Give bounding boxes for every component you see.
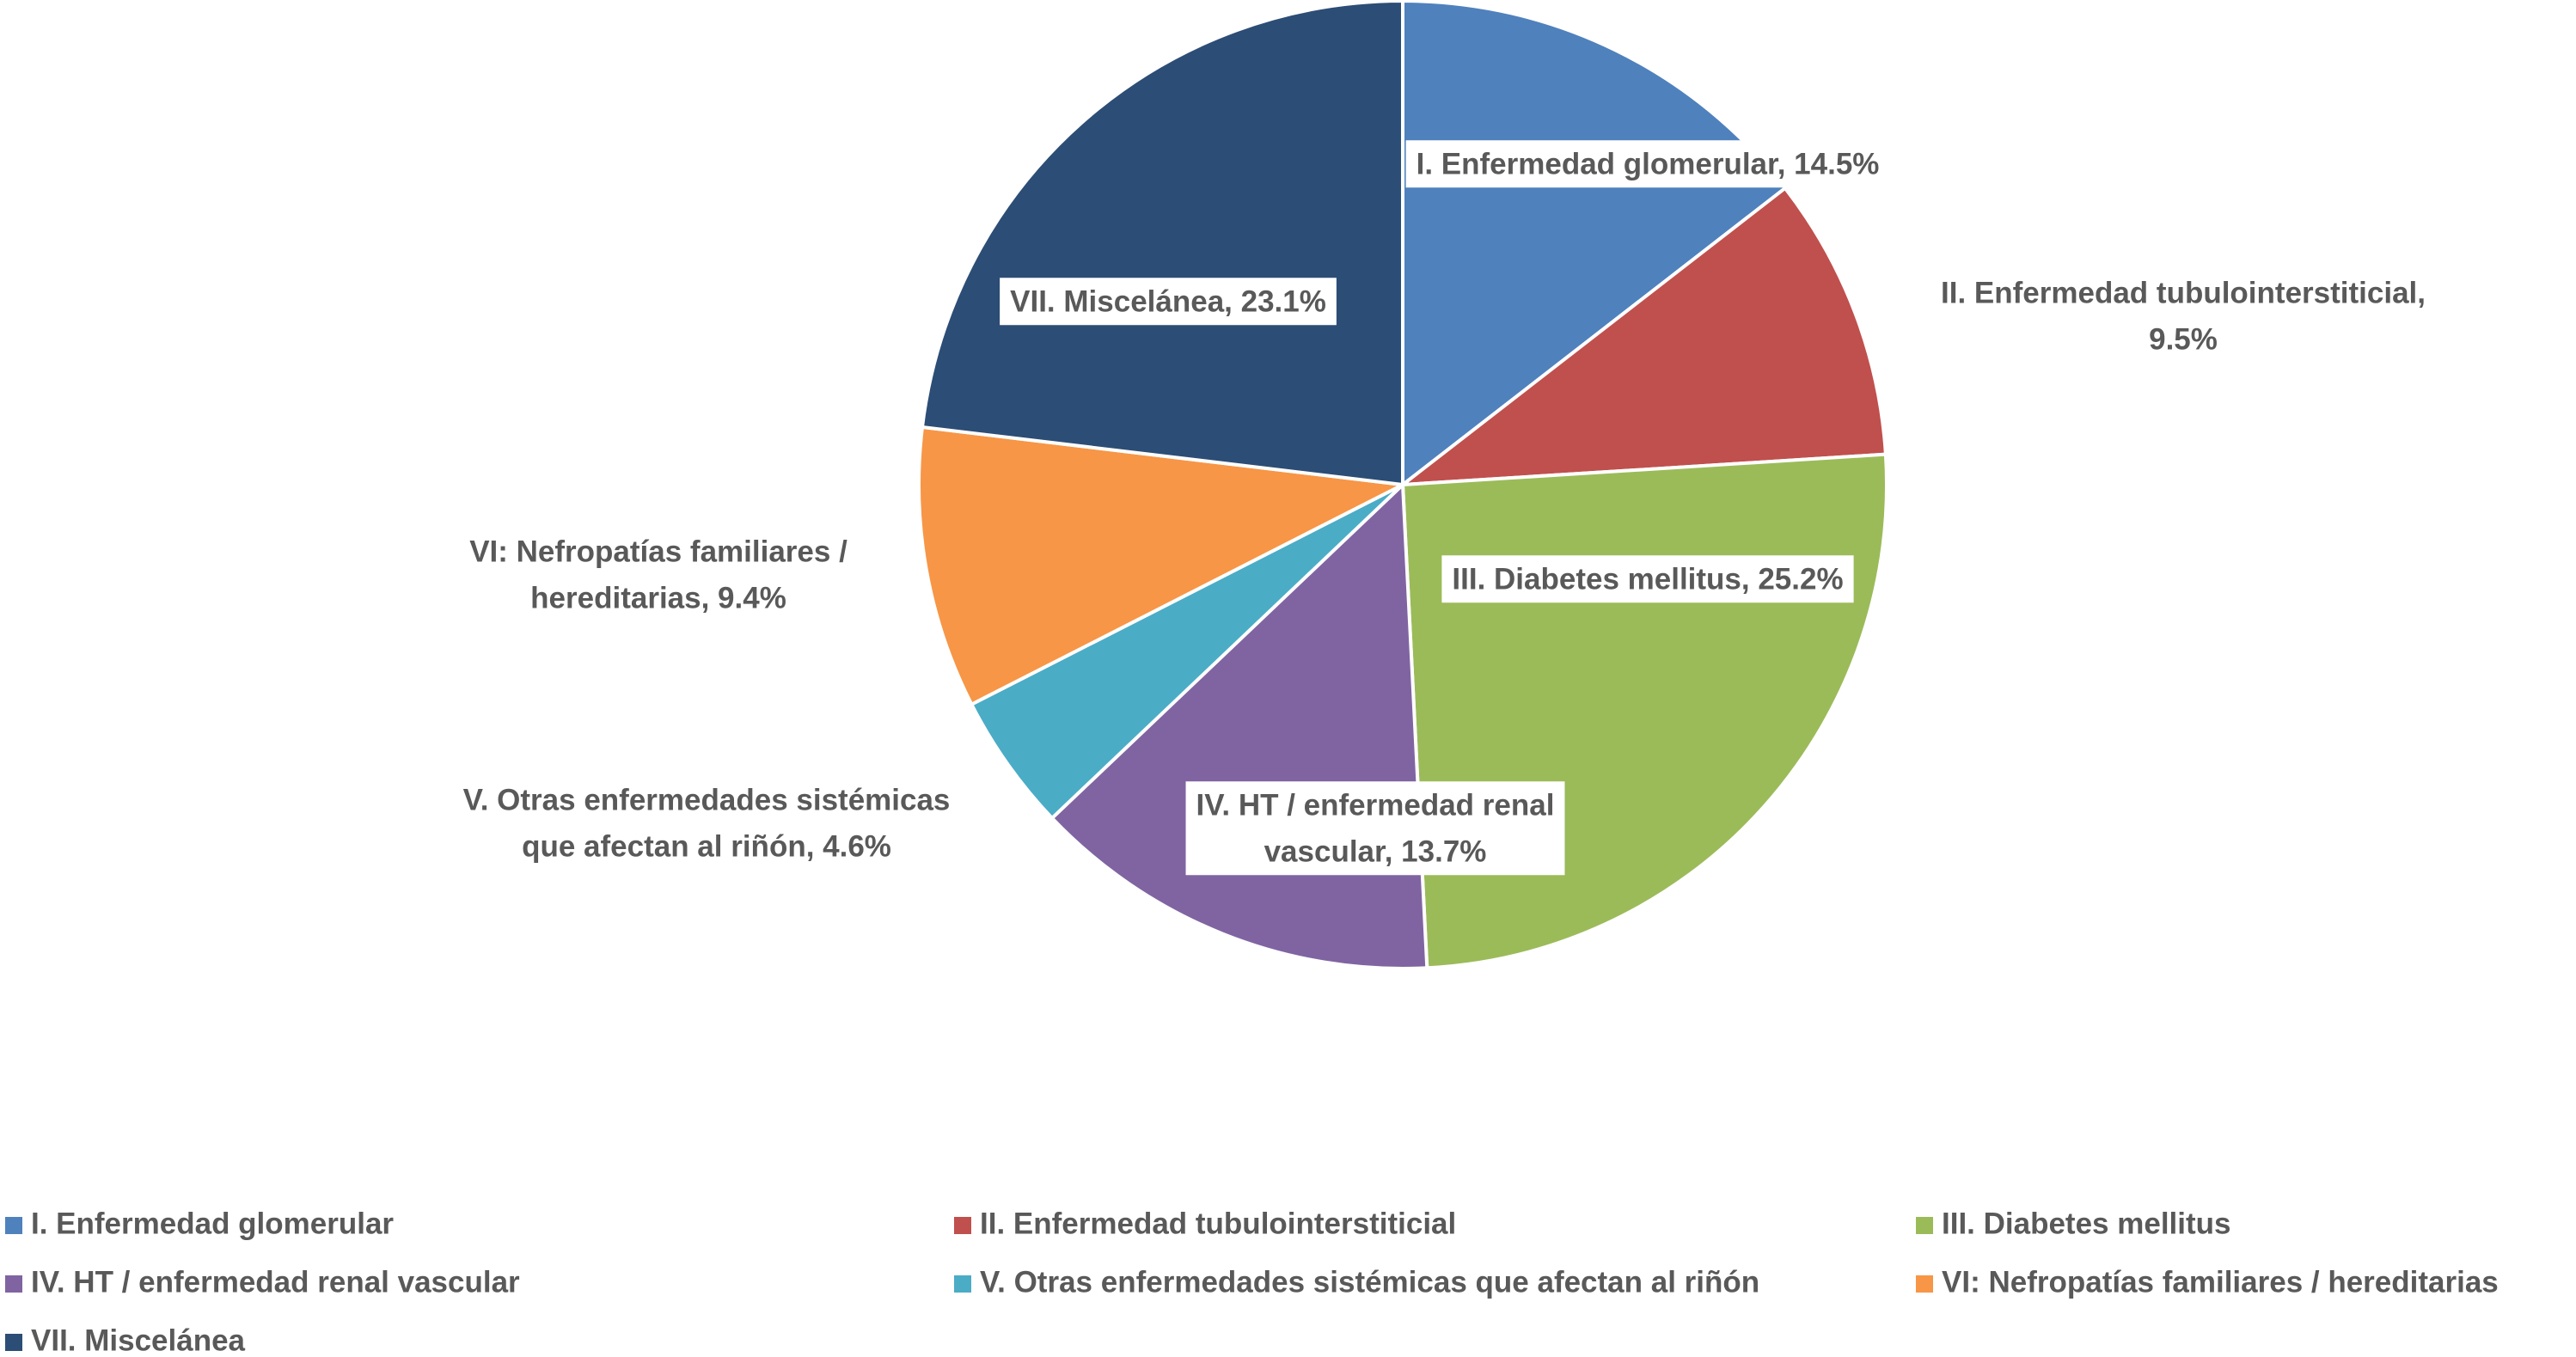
data-label-box — [1185, 781, 1565, 876]
data-label-box — [1441, 555, 1854, 603]
legend-swatch — [5, 1275, 22, 1293]
data-label-text: I. Enfermedad glomerular, 14.5% — [1416, 147, 1880, 180]
data-label-text: V. Otras enfermedades sistémicas — [463, 783, 951, 816]
legend-label: VI: Nefropatías familiares / hereditaria… — [1942, 1265, 2499, 1299]
legend-item-vii-miscelanea: VII. Miscelánea — [5, 1323, 246, 1357]
data-label-text: hereditarias, 9.4% — [530, 581, 786, 614]
data-label-iii-diabetes-mellitus: III. Diabetes mellitus, 25.2% — [1441, 555, 1854, 603]
data-labels: I. Enfermedad glomerular, 14.5% II. Enfer… — [463, 140, 2426, 876]
legend-item-vi-nefropatias-familiares-hereditarias: VI: Nefropatías familiares / hereditaria… — [1916, 1265, 2499, 1299]
data-label-text: que afectan al riñón, 4.6% — [522, 829, 891, 863]
pie-slice-iii-diabetes-mellitus — [1400, 452, 1888, 970]
legend-swatch — [5, 1217, 22, 1234]
data-label-iv-ht-enfermedad-renal-vascular: IV. HT / enfermedad renal vascular, 13.7% — [1185, 781, 1565, 876]
legend-swatch — [1916, 1275, 1933, 1293]
data-label-v-otras-enfermedades-sistemicas-que-afectan-al-rinon: V. Otras enfermedades sistémicas que afec… — [463, 783, 951, 863]
data-label-text: II. Enfermedad tubulointerstiticial, — [1941, 276, 2426, 309]
legend-label: III. Diabetes mellitus — [1942, 1207, 2231, 1240]
legend-label: II. Enfermedad tubulointerstiticial — [980, 1207, 1456, 1240]
legend-swatch — [954, 1217, 971, 1234]
legend-item-ii-enfermedad-tubulointerstiticial: II. Enfermedad tubulointerstiticial — [954, 1207, 1456, 1240]
data-label-box — [1405, 140, 1890, 188]
data-label-i-enfermedad-glomerular: I. Enfermedad glomerular, 14.5% — [1405, 140, 1890, 188]
pie-slice-vi-nefropatias-familiares-hereditarias — [917, 425, 1409, 707]
legend: I. Enfermedad glomerular II. Enfermedad t… — [5, 1207, 2499, 1357]
legend-label: I. Enfermedad glomerular — [31, 1207, 394, 1240]
legend-item-iv-ht-enfermedad-renal-vascular: IV. HT / enfermedad renal vascular — [5, 1265, 520, 1299]
legend-item-iii-diabetes-mellitus: III. Diabetes mellitus — [1916, 1207, 2231, 1240]
legend-item-v-otras-enfermedades-sistemicas-que-afectan-al-rinon: V. Otras enfermedades sistémicas que afe… — [954, 1265, 1759, 1299]
data-label-vii-miscelanea: VII. Miscelánea, 23.1% — [1000, 278, 1337, 326]
legend-label: V. Otras enfermedades sistémicas que afe… — [980, 1265, 1759, 1299]
pie-slice-vii-miscelanea — [920, 0, 1404, 487]
pie-slice-v-otras-enfermedades-sistemicas-que-afectan-al-rinon — [969, 483, 1404, 821]
data-label-text: vascular, 13.7% — [1264, 834, 1487, 868]
pie-slice-ii-enfermedad-tubulointerstiticial — [1397, 186, 1888, 487]
legend-label: VII. Miscelánea — [31, 1323, 246, 1357]
data-label-text: IV. HT / enfermedad renal — [1196, 788, 1555, 822]
legend-swatch — [1916, 1217, 1933, 1234]
data-label-text: 9.5% — [2149, 322, 2218, 356]
data-label-ii-enfermedad-tubulointerstiticial: II. Enfermedad tubulointerstiticial, 9.5% — [1941, 276, 2426, 356]
data-label-text: VI: Nefropatías familiares / — [469, 535, 847, 568]
legend-item-i-enfermedad-glomerular: I. Enfermedad glomerular — [5, 1207, 394, 1240]
data-label-box — [1000, 278, 1337, 326]
data-label-text: III. Diabetes mellitus, 25.2% — [1452, 562, 1843, 596]
data-label-text: VII. Miscelánea, 23.1% — [1010, 284, 1326, 318]
legend-swatch — [954, 1275, 971, 1293]
legend-label: IV. HT / enfermedad renal vascular — [31, 1265, 520, 1299]
data-label-vi-nefropatias-familiares-hereditarias: VI: Nefropatías familiares / hereditarias… — [469, 535, 847, 614]
legend-swatch — [5, 1334, 22, 1351]
